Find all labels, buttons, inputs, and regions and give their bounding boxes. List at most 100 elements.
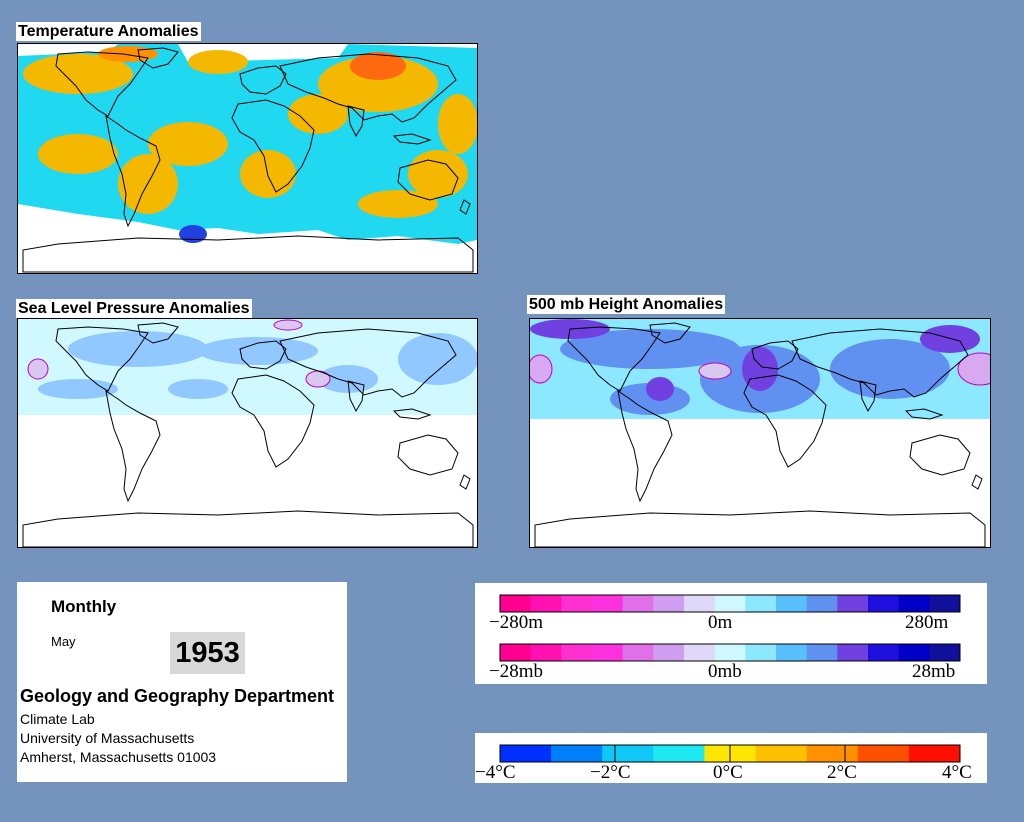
height-colorbar-swatch xyxy=(622,595,654,612)
pressure-colorbar-swatch xyxy=(776,644,808,661)
coastline xyxy=(55,51,149,117)
pressure-colorbar-swatch xyxy=(837,644,869,661)
temperature-colorbar-swatch xyxy=(908,745,961,762)
sea-level-pressure-anomaly-map xyxy=(17,318,478,548)
coastline xyxy=(859,380,877,413)
coastline xyxy=(459,474,471,490)
temperature-map-title: Temperature Anomalies xyxy=(16,22,201,41)
continent-outlines xyxy=(22,322,474,547)
pressure-colorbar-swatch xyxy=(745,644,777,661)
coastline xyxy=(904,408,944,420)
pressure-colorbar-swatch xyxy=(500,644,532,661)
negative-anomaly-region xyxy=(198,337,318,365)
coastline xyxy=(347,105,365,138)
500mb-height-anomaly-map xyxy=(529,318,991,548)
negative-anomaly-region xyxy=(38,379,118,399)
coastline xyxy=(279,328,457,398)
warm-anomaly-region xyxy=(38,134,118,174)
positive-anomaly-contour xyxy=(530,354,553,384)
pressure-colorbar-swatch xyxy=(653,644,685,661)
negative-anomaly-region xyxy=(318,365,378,393)
height-colorbar-swatch xyxy=(684,595,716,612)
temp-label-4: 4°C xyxy=(942,762,972,783)
no-data-region xyxy=(18,415,477,547)
coastline xyxy=(567,326,661,392)
temperature-field xyxy=(18,44,477,273)
temperature-colorbar-swatch xyxy=(857,745,910,762)
coastline xyxy=(617,389,673,503)
height-colorbar-swatch xyxy=(714,595,746,612)
height-field xyxy=(530,319,990,547)
coastline xyxy=(22,510,474,547)
temperature-colorbar-swatch xyxy=(755,745,808,762)
temperature-colorbar-swatch xyxy=(806,745,859,762)
temp-label-0: 0°C xyxy=(713,762,743,783)
pressure-colorbar-frame xyxy=(499,643,961,662)
department-name: Geology and Geography Department xyxy=(20,686,335,706)
negative-anomaly-region xyxy=(68,331,208,367)
address: Amherst, Massachusetts 01003 xyxy=(20,749,217,765)
coastline xyxy=(105,114,161,228)
coastline xyxy=(971,474,983,490)
coastline xyxy=(909,434,971,476)
continent-outlines xyxy=(534,322,986,547)
warm-anomaly-region xyxy=(148,122,228,166)
positive-anomaly-contour xyxy=(957,352,990,386)
pressure-min-label: −28mb xyxy=(489,661,543,682)
height-colorbar-swatch xyxy=(500,595,532,612)
coastline xyxy=(22,235,474,273)
coastline xyxy=(743,374,827,468)
coastline xyxy=(392,408,432,420)
pressure-colorbar-swatch xyxy=(530,644,562,661)
height-colorbar-swatch xyxy=(898,595,930,612)
height-colorbar-swatch xyxy=(868,595,900,612)
temperature-colorbar-swatch xyxy=(653,745,705,762)
pressure-colorbar-swatch xyxy=(806,644,838,661)
pressure-colorbar-swatch xyxy=(622,644,654,661)
temperature-map-canvas xyxy=(18,44,477,273)
positive-anomaly-contour xyxy=(698,362,732,380)
height-colorbar-swatch xyxy=(806,595,838,612)
height-colorbar xyxy=(499,594,961,613)
coastline xyxy=(649,322,691,344)
height-map-canvas xyxy=(530,319,990,547)
hot-anomaly-region xyxy=(98,46,158,62)
height-colorbar-swatch xyxy=(929,595,961,612)
period-label: Monthly xyxy=(51,597,117,616)
pressure-colorbar xyxy=(499,643,961,662)
pressure-mid-label: 0mb xyxy=(708,661,742,682)
coastline xyxy=(459,199,471,215)
temp-label-2: 2°C xyxy=(827,762,857,783)
height-min-label: −280m xyxy=(489,612,543,633)
pressure-colorbar-swatch xyxy=(929,644,961,661)
pressure-colorbar-swatch xyxy=(561,644,593,661)
slp-map-title: Sea Level Pressure Anomalies xyxy=(16,299,252,318)
warm-anomaly-region xyxy=(358,190,438,218)
coastline xyxy=(397,434,459,476)
university-name: University of Massachusetts xyxy=(20,730,195,746)
pressure-max-label: 28mb xyxy=(912,661,955,682)
height-max-label: 280m xyxy=(905,612,949,633)
temperature-legend: −4°C −2°C 0°C 2°C 4°C xyxy=(475,733,987,783)
coastline xyxy=(751,340,799,370)
warm-anomaly-region xyxy=(23,54,133,94)
lab-name: Climate Lab xyxy=(20,711,95,727)
strong-negative-anomaly-region xyxy=(742,347,778,391)
height-colorbar-swatch xyxy=(592,595,624,612)
temp-label-minus2: −2°C xyxy=(590,762,631,783)
coastline xyxy=(791,328,969,398)
hot-anomaly-region xyxy=(350,52,406,80)
coastline xyxy=(279,53,457,123)
warm-anomaly-region xyxy=(288,94,348,134)
warm-anomaly-region xyxy=(188,50,248,74)
temp-label-minus4: −4°C xyxy=(475,762,516,783)
positive-anomaly-contour xyxy=(305,370,331,388)
warm-anomaly-region xyxy=(318,56,438,112)
temperature-anomaly-map xyxy=(17,43,478,274)
pressure-colorbar-swatch xyxy=(592,644,624,661)
coastline xyxy=(392,133,432,145)
positive-anomaly-contour xyxy=(27,358,49,380)
pressure-field xyxy=(18,319,477,547)
continent-outlines xyxy=(22,47,474,273)
strong-negative-anomaly-region xyxy=(646,377,674,401)
